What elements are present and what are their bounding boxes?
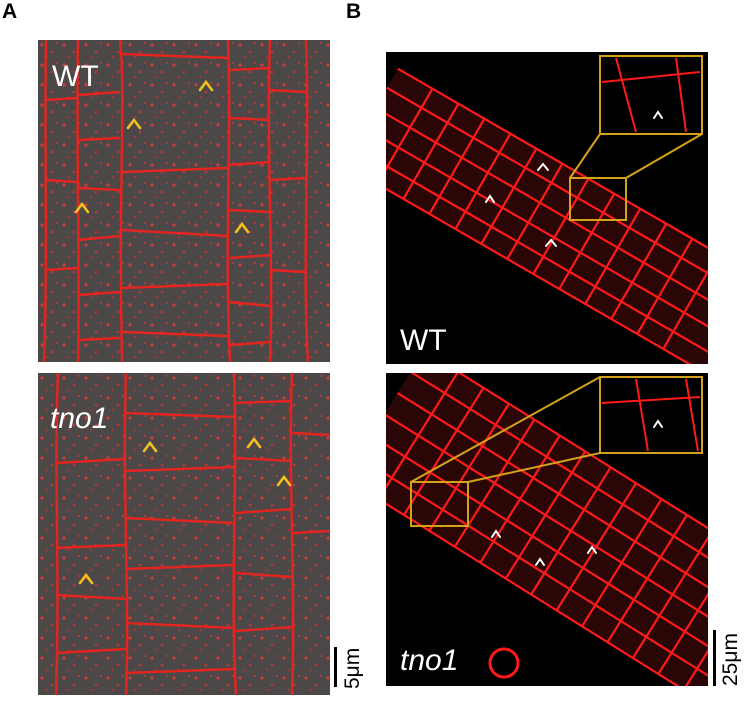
panel-letter-b: B [346,0,362,23]
panel-b-wt-micrograph [386,52,708,364]
panel-a-tno1-label: tno1 [50,402,109,435]
panel-a-wt-label: WT [52,60,99,93]
panel-letter-a: A [2,0,18,23]
panel-b-wt-label: WT [400,324,447,357]
panel-a-scale-label: 5μm [341,647,364,689]
panel-a-wt-micrograph [38,40,330,362]
panel-a-tno1-micrograph [38,373,330,695]
panel-b-tno1-label: tno1 [400,644,459,677]
panel-b-scale-label: 25μm [719,633,742,686]
panel-b-tno1-micrograph [386,373,708,686]
panel-b-scale-bar [713,630,716,686]
panel-a-scale-bar [334,647,337,687]
